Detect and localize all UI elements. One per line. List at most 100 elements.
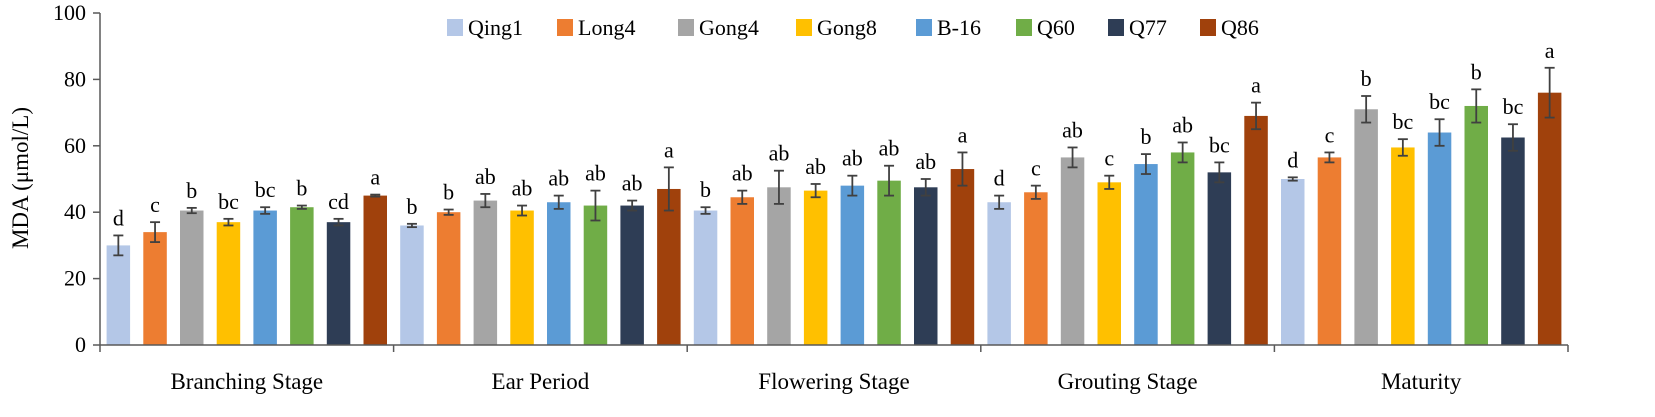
- bar-q77-grouting-stage: [1207, 172, 1232, 345]
- significance-label-gong4-grouting-stage: ab: [1062, 117, 1083, 142]
- significance-label-gong4-ear-period: ab: [475, 164, 496, 189]
- bar-gong8-maturity: [1391, 147, 1415, 345]
- significance-label-q86-grouting-stage: a: [1251, 73, 1261, 98]
- bar-long4-maturity: [1317, 157, 1342, 345]
- significance-label-gong8-maturity: bc: [1392, 109, 1413, 134]
- bar-gong8-ear-period: [510, 210, 534, 345]
- bar-gong4-ear-period: [473, 200, 498, 345]
- significance-label-q60-maturity: b: [1471, 59, 1482, 84]
- significance-label-long4-branching-stage: c: [150, 192, 160, 217]
- legend-swatch-q60: [1016, 19, 1032, 36]
- category-label-grouting-stage: Grouting Stage: [1058, 369, 1198, 394]
- significance-label-q77-maturity: bc: [1503, 94, 1524, 119]
- significance-label-gong4-maturity: b: [1361, 66, 1372, 91]
- significance-label-qing1-flowering-stage: b: [700, 177, 711, 202]
- significance-label-qing1-branching-stage: d: [113, 205, 124, 230]
- significance-label-q77-ear-period: ab: [622, 171, 643, 196]
- y-axis-ticks: 0 20 40 60 80 100: [53, 0, 100, 357]
- bar-q60-grouting-stage: [1170, 152, 1195, 345]
- significance-label-q60-ear-period: ab: [585, 161, 606, 186]
- error-bar-group: [113, 66, 1555, 257]
- bar-q60-ear-period: [583, 205, 608, 345]
- bar-gong8-branching-stage: [216, 222, 241, 345]
- legend-swatch-long4: [557, 19, 573, 36]
- significance-label-q77-flowering-stage: ab: [915, 149, 936, 174]
- significance-label-q60-grouting-stage: ab: [1172, 112, 1193, 137]
- significance-label-b-16-branching-stage: bc: [255, 177, 276, 202]
- significance-label-q60-branching-stage: b: [296, 176, 307, 201]
- bar-q77-maturity: [1501, 137, 1525, 345]
- bar-qing1-branching-stage: [106, 245, 131, 345]
- bar-gong4-branching-stage: [180, 210, 204, 345]
- significance-label-b-16-maturity: bc: [1429, 89, 1450, 114]
- bar-b-16-branching-stage: [253, 210, 277, 345]
- bar-b-16-grouting-stage: [1134, 164, 1158, 345]
- bar-q86-grouting-stage: [1244, 115, 1268, 345]
- bar-b-16-flowering-stage: [840, 185, 865, 345]
- bar-qing1-flowering-stage: [693, 210, 718, 345]
- bar-gong4-flowering-stage: [767, 187, 791, 345]
- significance-label-long4-maturity: c: [1325, 122, 1335, 147]
- bar-long4-branching-stage: [143, 232, 167, 345]
- legend-label-long4: Long4: [578, 15, 635, 40]
- significance-label-b-16-grouting-stage: b: [1140, 124, 1151, 149]
- bar-q86-maturity: [1537, 92, 1562, 346]
- significance-label-b-16-ear-period: ab: [548, 166, 569, 191]
- bar-b-16-maturity: [1427, 132, 1452, 345]
- bar-q60-maturity: [1464, 105, 1488, 346]
- legend-swatch-q86: [1200, 19, 1216, 36]
- legend-swatch-qing1: [447, 19, 463, 36]
- bar-long4-ear-period: [436, 212, 461, 345]
- chart-axes: [99, 13, 1568, 346]
- bar-q77-flowering-stage: [914, 187, 938, 345]
- bar-qing1-grouting-stage: [987, 202, 1011, 345]
- y-tick-label: 40: [64, 199, 86, 224]
- legend-swatch-gong4: [678, 19, 694, 36]
- bar-long4-flowering-stage: [730, 197, 754, 345]
- bar-gong4-grouting-stage: [1060, 157, 1085, 345]
- bar-gong4-maturity: [1354, 109, 1378, 345]
- bar-series-group: [106, 92, 1562, 346]
- category-label-ear-period: Ear Period: [492, 369, 590, 394]
- y-tick-label: 60: [64, 133, 86, 158]
- bar-b-16-ear-period: [547, 202, 571, 345]
- significance-label-gong4-branching-stage: b: [186, 178, 197, 203]
- significance-label-qing1-maturity: d: [1287, 147, 1298, 172]
- significance-label-q86-flowering-stage: a: [958, 122, 968, 147]
- legend-swatch-q77: [1108, 19, 1124, 36]
- legend-swatch-gong8: [796, 19, 812, 36]
- legend-label-qing1: Qing1: [468, 15, 523, 40]
- bar-q86-branching-stage: [363, 195, 387, 345]
- significance-label-long4-flowering-stage: ab: [732, 161, 753, 186]
- bar-qing1-maturity: [1281, 179, 1305, 345]
- significance-label-q86-branching-stage: a: [370, 165, 380, 190]
- significance-label-gong4-flowering-stage: ab: [769, 141, 790, 166]
- significance-label-long4-ear-period: b: [443, 180, 454, 205]
- bar-q77-ear-period: [620, 205, 644, 345]
- category-label-maturity: Maturity: [1381, 369, 1462, 394]
- bar-q86-flowering-stage: [950, 169, 975, 345]
- legend-label-q77: Q77: [1129, 15, 1167, 40]
- legend-label-b-16: B-16: [937, 15, 981, 40]
- y-tick-label: 20: [64, 266, 86, 291]
- bar-q60-flowering-stage: [877, 180, 901, 345]
- y-tick-label: 0: [75, 332, 86, 357]
- x-axis-category-labels: Branching Stage Ear Period Flowering Stage…: [170, 369, 1461, 394]
- significance-label-q86-ear-period: a: [664, 137, 674, 162]
- y-tick-label: 100: [53, 0, 86, 25]
- bar-q77-branching-stage: [326, 222, 351, 345]
- significance-label-long4-grouting-stage: c: [1031, 156, 1041, 181]
- significance-label-gong8-ear-period: ab: [512, 176, 533, 201]
- bar-qing1-ear-period: [400, 225, 424, 345]
- legend-label-gong8: Gong8: [817, 15, 877, 40]
- significance-label-gong8-branching-stage: bc: [218, 189, 239, 214]
- significance-label-q60-flowering-stage: ab: [879, 136, 900, 161]
- significance-label-q86-maturity: a: [1545, 38, 1555, 63]
- legend-swatch-b-16: [916, 19, 932, 36]
- significance-label-qing1-grouting-stage: d: [994, 166, 1005, 191]
- significance-label-gong8-grouting-stage: c: [1104, 146, 1114, 171]
- bar-q60-branching-stage: [290, 207, 314, 345]
- significance-label-qing1-ear-period: b: [406, 194, 417, 219]
- category-label-flowering-stage: Flowering Stage: [758, 369, 909, 394]
